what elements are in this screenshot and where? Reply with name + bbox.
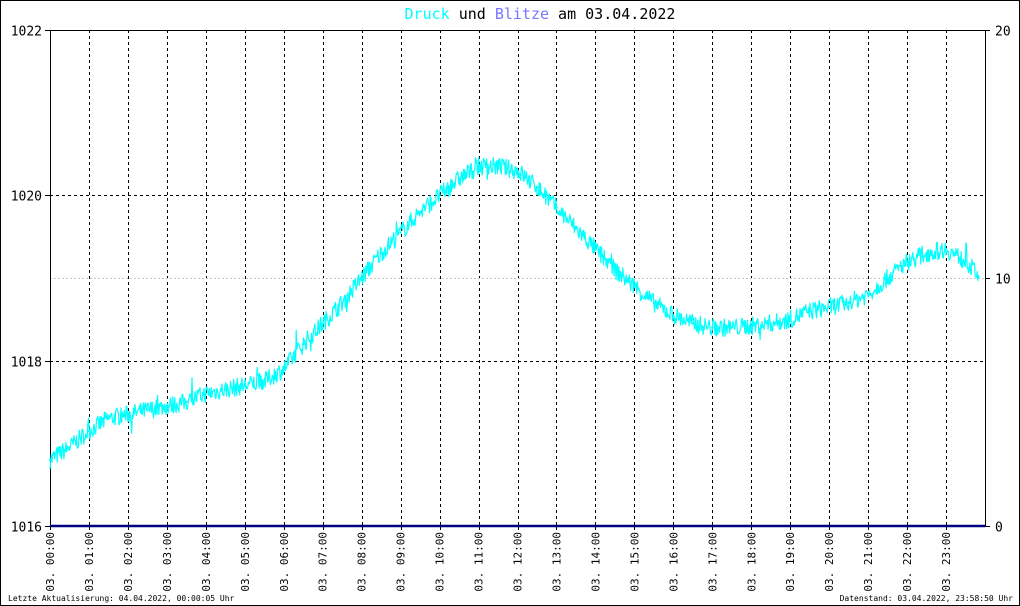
x-tick-label: 03. 05:00 <box>239 532 252 592</box>
data-point-druck <box>302 342 305 346</box>
axes <box>45 30 990 530</box>
y-tick-label-left: 1016 <box>11 521 42 536</box>
x-tick-label: 03. 06:00 <box>278 532 291 592</box>
chart-title: Druck und Blitze am 03.04.2022 <box>405 5 676 23</box>
data-point-druck <box>789 318 792 321</box>
title-druck: Druck <box>405 5 450 23</box>
data-point-druck <box>574 227 578 230</box>
data-point-druck <box>769 322 772 325</box>
data-point-druck <box>243 384 246 387</box>
data-point-druck <box>944 247 948 251</box>
data-point-druck <box>555 206 558 209</box>
data-point-druck <box>263 380 266 383</box>
grid <box>50 30 985 526</box>
data-point-druck <box>652 301 656 304</box>
x-tick-label: 03. 07:00 <box>317 532 330 592</box>
data-point-druck <box>905 260 909 263</box>
data-point-druck <box>224 388 227 391</box>
x-tick-label: 03. 11:00 <box>473 532 486 592</box>
x-tick-label: 03. 15:00 <box>628 532 641 592</box>
x-tick-label: 03. 08:00 <box>356 532 369 592</box>
data-point-druck <box>964 260 967 263</box>
y-tick-label-right: 20 <box>995 25 1011 40</box>
data-point-druck <box>321 322 324 325</box>
data-point-druck <box>925 252 928 255</box>
data-point-druck <box>438 194 441 197</box>
y-tick-label-left: 1022 <box>11 25 42 40</box>
x-tick-label: 03. 03:00 <box>161 532 174 592</box>
x-tick-label: 03. 16:00 <box>667 532 680 592</box>
x-tick-label: 03. 00:00 <box>44 532 57 592</box>
data-point-druck <box>204 392 207 395</box>
data-point-druck <box>691 322 694 325</box>
data-point-druck <box>126 413 130 416</box>
data-point-druck <box>107 417 110 420</box>
data-point-druck <box>477 165 480 168</box>
data-point-druck <box>613 268 617 271</box>
footer-left: Letzte Aktualisierung: 04.04.2022, 00:00… <box>8 594 235 603</box>
data-point-druck <box>750 324 753 328</box>
data-point-druck <box>594 247 597 251</box>
title-date: am 03.04.2022 <box>549 5 675 23</box>
title-und: und <box>450 5 495 23</box>
data-point-druck <box>418 210 422 214</box>
data-point-druck <box>341 301 344 304</box>
x-tick-label: 03. 04:00 <box>200 532 213 592</box>
data-point-druck <box>282 367 285 371</box>
data-point-druck <box>516 169 519 172</box>
data-point-druck <box>808 309 811 313</box>
data-point-druck <box>711 326 714 329</box>
data-point-druck <box>730 326 733 329</box>
x-tick-label: 03. 14:00 <box>589 532 602 592</box>
data-point-druck <box>496 165 500 168</box>
x-tick-label: 03. 13:00 <box>550 532 563 592</box>
data-point-druck <box>185 400 188 404</box>
y-tick-label-left: 1018 <box>11 356 42 371</box>
x-tick-label: 03. 02:00 <box>122 532 135 592</box>
x-tick-label: 03. 10:00 <box>434 532 447 592</box>
data-point-druck <box>672 314 675 317</box>
data-point-druck <box>48 458 52 462</box>
data-point-druck <box>146 409 149 412</box>
y-tick-label-left: 1020 <box>11 190 42 205</box>
data-point-druck <box>535 185 539 189</box>
series-line-druck <box>49 156 980 470</box>
data-point-druck <box>379 252 383 255</box>
x-tick-label: 03. 19:00 <box>784 532 797 592</box>
footer-right: Datenstand: 03.04.2022, 23:58:50 Uhr <box>840 594 1014 603</box>
data-point-druck <box>68 446 71 449</box>
data-point-druck <box>828 305 831 309</box>
x-tick-label: 03. 12:00 <box>512 532 525 592</box>
data-point-druck <box>399 231 402 234</box>
data-point-druck <box>847 301 850 304</box>
data-point-druck <box>633 285 636 288</box>
x-tick-label: 03. 23:00 <box>940 532 953 592</box>
y-tick-label-right: 10 <box>995 273 1011 288</box>
data-point-druck <box>457 177 461 180</box>
y-tick-label-right: 0 <box>995 521 1003 536</box>
x-tick-label: 03. 21:00 <box>862 532 875 592</box>
data-point-druck <box>866 293 870 296</box>
x-tick-label: 03. 18:00 <box>745 532 758 592</box>
x-tick-label: 03. 22:00 <box>901 532 914 592</box>
x-tick-label: 03. 17:00 <box>706 532 719 592</box>
data-point-druck <box>360 276 363 280</box>
title-blitze: Blitze <box>495 5 549 23</box>
data-point-druck <box>165 404 169 408</box>
x-tick-label: 03. 20:00 <box>823 532 836 592</box>
x-tick-label: 03. 01:00 <box>83 532 96 592</box>
data-point-druck <box>87 429 91 433</box>
x-tick-label: 03. 09:00 <box>395 532 408 592</box>
data-point-druck <box>886 276 889 280</box>
series-layer <box>48 156 985 528</box>
